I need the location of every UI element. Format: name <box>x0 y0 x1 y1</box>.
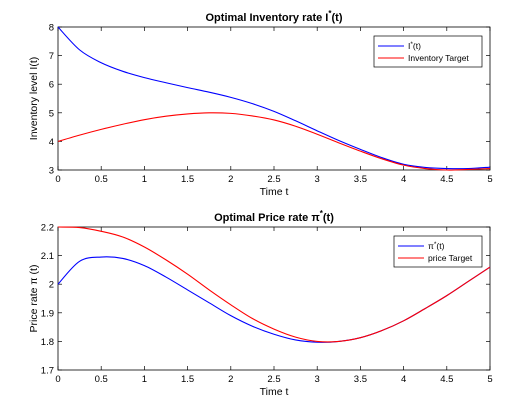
x-tick-label: 1.5 <box>181 374 194 385</box>
y-axis-label: Inventory level I(t) <box>28 57 40 140</box>
y-tick-label: 1.8 <box>41 337 54 348</box>
y-tick-label: 4 <box>49 137 54 148</box>
x-tick-label: 0 <box>55 174 60 185</box>
x-tick-label: 0.5 <box>95 174 108 185</box>
y-tick-label: 8 <box>49 23 54 34</box>
series-line-1 <box>57 26 491 170</box>
x-tick-label: 1 <box>142 374 147 385</box>
x-tick-label: 3 <box>315 174 320 185</box>
legend: π*(t) price Target <box>393 235 483 268</box>
legend: I*(t) Inventory Target <box>373 35 483 68</box>
x-tick-label: 3.5 <box>354 174 367 185</box>
x-tick-label: 4 <box>401 174 406 185</box>
x-tick-label: 0.5 <box>95 374 108 385</box>
legend-entry: π*(t) <box>428 241 445 251</box>
chart-2: 0 0.5 1 1.5 2 2.5 3 3.5 4 4.5 5 1.7 1.8 1.9 2 2.1 2.2 Tim… <box>28 209 493 398</box>
legend-entry: price Target <box>428 253 473 263</box>
x-tick-label: 4.5 <box>440 174 453 185</box>
x-tick-label: 0 <box>55 374 60 385</box>
legend-box <box>393 235 483 268</box>
x-tick-label: 1 <box>142 174 147 185</box>
x-tick-label: 2.5 <box>267 174 280 185</box>
y-tick-label: 1.9 <box>41 308 54 319</box>
y-tick-label: 2 <box>49 280 54 291</box>
x-tick-label: 1.5 <box>181 174 194 185</box>
x-tick-label: 4 <box>401 374 406 385</box>
y-tick-label: 2.2 <box>41 223 54 234</box>
y-tick-label: 2.1 <box>41 251 54 262</box>
x-tick-label: 2 <box>228 174 233 185</box>
y-axis-label: Price rate π (t) <box>28 265 40 333</box>
chart-title: Optimal Inventory rate I*(t) <box>206 9 343 24</box>
legend-entry: I*(t) <box>408 41 421 51</box>
x-tick-label: 2.5 <box>267 374 280 385</box>
y-tick-label: 6 <box>49 80 54 91</box>
legend-entry: Inventory Target <box>408 53 469 63</box>
x-tick-label: 5 <box>487 174 492 185</box>
series-line-2 <box>57 112 491 171</box>
chart-title: Optimal Price rate π*(t) <box>214 209 334 224</box>
x-axis-label: Time t <box>260 386 289 398</box>
x-tick-label: 5 <box>487 374 492 385</box>
y-tick-label: 1.7 <box>41 366 54 377</box>
y-tick-label: 7 <box>49 51 54 62</box>
x-tick-label: 3 <box>315 374 320 385</box>
x-tick-label: 2 <box>228 374 233 385</box>
series-line-2 <box>57 226 491 343</box>
y-tick-label: 5 <box>49 108 54 119</box>
y-tick-label: 3 <box>49 166 54 177</box>
x-tick-label: 4.5 <box>440 374 453 385</box>
x-tick-label: 3.5 <box>354 374 367 385</box>
chart-1: 0 0.5 1 1.5 2 2.5 3 3.5 4 4.5 5 3 4 5 6 7 8 Time t Invento… <box>28 9 493 198</box>
x-axis-label: Time t <box>260 186 289 198</box>
legend-box <box>373 35 483 68</box>
